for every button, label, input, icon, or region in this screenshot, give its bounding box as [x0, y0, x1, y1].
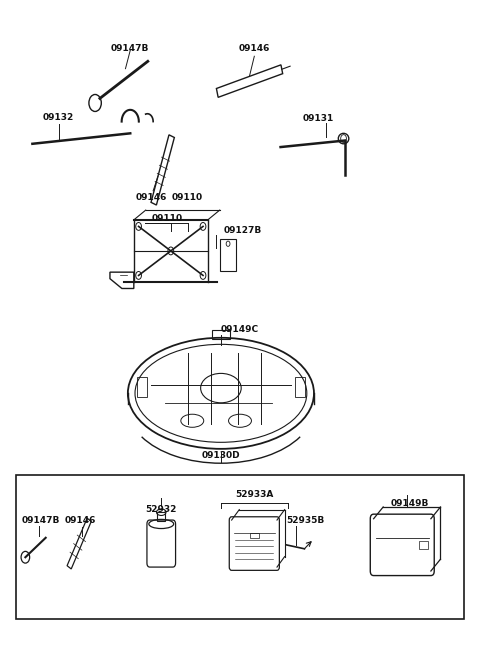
Text: 52932: 52932: [145, 505, 177, 514]
Bar: [157, 512, 165, 522]
Text: 09127B: 09127B: [223, 226, 262, 234]
Bar: [250, 533, 259, 539]
Text: 09130D: 09130D: [202, 451, 240, 460]
Bar: [16, 475, 464, 619]
Text: 09147B: 09147B: [22, 516, 60, 525]
Bar: [137, 377, 146, 397]
Text: 09110: 09110: [152, 214, 183, 223]
Text: 09149C: 09149C: [221, 325, 259, 334]
Text: 52933A: 52933A: [235, 490, 274, 499]
Bar: [295, 377, 305, 397]
Text: 09132: 09132: [43, 113, 74, 122]
Text: 09146: 09146: [136, 193, 168, 202]
Text: 09147B: 09147B: [111, 44, 149, 53]
Text: 52935B: 52935B: [287, 516, 325, 525]
Bar: [220, 239, 237, 270]
Text: 09110: 09110: [172, 193, 203, 202]
Text: 09146: 09146: [239, 44, 270, 53]
Text: 09149B: 09149B: [390, 499, 429, 508]
Text: 09146: 09146: [64, 516, 96, 525]
Text: 09131: 09131: [303, 114, 335, 123]
Bar: [419, 541, 428, 549]
